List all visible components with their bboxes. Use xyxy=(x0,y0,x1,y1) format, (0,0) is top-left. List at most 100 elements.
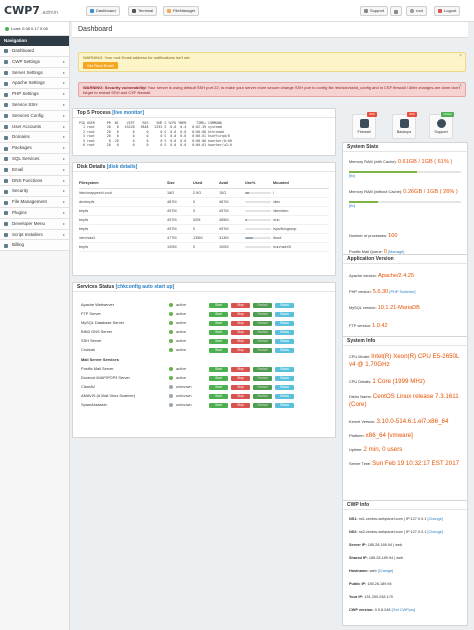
status-button[interactable]: Status xyxy=(275,302,294,308)
sidebar-item-label: Server Settings xyxy=(12,69,43,75)
fix-link[interactable]: [fix] xyxy=(349,173,356,178)
start-button[interactable]: Start xyxy=(209,366,228,372)
chkconfig-link[interactable]: [chkconfig auto start up] xyxy=(115,284,175,290)
restart-button[interactable]: Restart xyxy=(253,311,272,317)
stop-button[interactable]: Stop xyxy=(231,311,250,317)
cpu-details: CPU Details: 1 Core (1999 MHz) xyxy=(349,378,465,385)
sidebar-item-php-settings[interactable]: PHP Settings ▸ xyxy=(0,89,69,100)
sidebar-item-billing[interactable]: Billing xyxy=(0,240,69,252)
user-menu[interactable]: root xyxy=(406,6,427,16)
restart-button[interactable]: Restart xyxy=(253,402,272,408)
sidebar-item-domains[interactable]: Domains ▸ xyxy=(0,132,69,144)
restart-button[interactable]: Restart xyxy=(253,393,272,399)
support-tile[interactable]: Online Support xyxy=(429,112,454,139)
sidebar-item-apache-settings[interactable]: Apache Settings ▸ xyxy=(0,78,69,90)
sidebar-item-packages[interactable]: Packages ▸ xyxy=(0,143,69,154)
close-icon[interactable]: × xyxy=(459,83,462,89)
status-button[interactable]: Status xyxy=(275,402,294,408)
tab-filemanager[interactable]: FileManager xyxy=(163,6,200,16)
set-root-email-button[interactable]: Set Root Email xyxy=(83,62,118,69)
stop-button[interactable]: Stop xyxy=(231,384,250,390)
sidebar-item-cwp-settings[interactable]: CWP Settings ▸ xyxy=(0,56,69,68)
cwp-info-row: Shared IP: 185.28.189.94 | web xyxy=(349,556,467,561)
sidebar-item-sql-services[interactable]: SQL Services ▸ xyxy=(0,153,69,165)
status-button[interactable]: Status xyxy=(275,384,294,390)
sidebar-item-plugins[interactable]: Plugins ▸ xyxy=(0,207,69,219)
restart-button[interactable]: Restart xyxy=(253,338,272,344)
usage-bar xyxy=(245,227,271,230)
disk-details-link[interactable]: [disk details] xyxy=(106,164,138,170)
sidebar-item-security[interactable]: Security ▸ xyxy=(0,186,69,198)
stop-button[interactable]: Stop xyxy=(231,375,250,381)
sidebar-item-server-settings[interactable]: Server Settings ▸ xyxy=(0,67,69,79)
stop-button[interactable]: Stop xyxy=(231,329,250,335)
sidebar-item-dashboard[interactable]: Dashboard xyxy=(0,46,69,57)
start-button[interactable]: Start xyxy=(209,338,228,344)
sidebar-item-dns-functions[interactable]: DNS Functions ▸ xyxy=(0,175,69,187)
start-button[interactable]: Start xyxy=(209,384,228,390)
firewall-tile[interactable]: OFF Firewall xyxy=(352,112,377,139)
status-button[interactable]: Status xyxy=(275,393,294,399)
restart-button[interactable]: Restart xyxy=(253,320,272,326)
stop-button[interactable]: Stop xyxy=(231,393,250,399)
restart-button[interactable]: Restart xyxy=(253,347,272,353)
php-switcher-link[interactable]: [PHP Switcher] xyxy=(389,289,416,294)
status-button[interactable]: Status xyxy=(275,338,294,344)
start-button[interactable]: Start xyxy=(209,347,228,353)
start-button[interactable]: Start xyxy=(209,302,228,308)
stop-button[interactable]: Stop xyxy=(231,302,250,308)
status-button[interactable]: Status xyxy=(275,329,294,335)
change-link[interactable]: [Change] xyxy=(377,569,394,573)
stop-button[interactable]: Stop xyxy=(231,402,250,408)
support-button[interactable]: Support xyxy=(360,6,389,16)
restart-button[interactable]: Restart xyxy=(253,329,272,335)
backups-tile[interactable]: OFF Backups xyxy=(392,112,417,139)
cwp-info-row: Your IP: 151.250.248.179 xyxy=(349,595,467,600)
status-button[interactable]: Status xyxy=(275,366,294,372)
start-button[interactable]: Start xyxy=(209,402,228,408)
sidebar-item-file-management[interactable]: File Management ▸ xyxy=(0,197,69,208)
notifications-button[interactable] xyxy=(390,6,402,16)
stat-label: Number of processes: xyxy=(349,233,388,238)
app-logo[interactable]: CWP7.admin xyxy=(4,3,58,19)
close-icon[interactable]: × xyxy=(459,53,462,59)
stop-button[interactable]: Stop xyxy=(231,338,250,344)
live-monitor-link[interactable]: [live monitor] xyxy=(112,110,144,116)
logout-button[interactable]: Logout xyxy=(434,6,461,16)
restart-button[interactable]: Restart xyxy=(253,366,272,372)
change-link[interactable]: [Change] xyxy=(427,530,443,534)
start-button[interactable]: Start xyxy=(209,393,228,399)
fix-link[interactable]: [fix] xyxy=(349,203,356,208)
start-button[interactable]: Start xyxy=(209,375,228,381)
sidebar-item-script-installers[interactable]: Script Installers ▸ xyxy=(0,229,69,241)
panel-title: Application Version xyxy=(343,255,467,264)
start-button[interactable]: Start xyxy=(209,320,228,326)
sidebar-item-developer-menu[interactable]: Developer Menu ▸ xyxy=(0,218,69,230)
tab-terminal[interactable]: Terminal xyxy=(128,6,158,16)
status-button[interactable]: Status xyxy=(275,311,294,317)
version-label: MySQL version: xyxy=(349,305,377,310)
change-link[interactable]: [Get CWPpro] xyxy=(391,608,416,612)
disk-table: Filesystem Size Used Avail Use% Mounted … xyxy=(79,179,329,252)
start-button[interactable]: Start xyxy=(209,311,228,317)
sidebar-item-email[interactable]: Email ▸ xyxy=(0,164,69,176)
stop-button[interactable]: Stop xyxy=(231,347,250,353)
status-button[interactable]: Status xyxy=(275,347,294,353)
tab-dashboard[interactable]: Dashboard xyxy=(86,6,120,16)
restart-button[interactable]: Restart xyxy=(253,375,272,381)
change-link[interactable]: [Change] xyxy=(427,517,443,521)
status-button[interactable]: Status xyxy=(275,320,294,326)
restart-button[interactable]: Restart xyxy=(253,384,272,390)
service-status: active xyxy=(176,338,187,343)
start-button[interactable]: Start xyxy=(209,329,228,335)
restart-button[interactable]: Restart xyxy=(253,302,272,308)
sidebar-item-service-ssh[interactable]: Service SSH ▸ xyxy=(0,99,69,111)
info-value: 1 Core (1999 MHz) xyxy=(372,378,425,385)
sidebar-item-user-accounts[interactable]: User Accounts ▸ xyxy=(0,121,69,133)
status-button[interactable]: Status xyxy=(275,375,294,381)
sidebar-item-services-config[interactable]: Services Config ▸ xyxy=(0,110,69,122)
stop-button[interactable]: Stop xyxy=(231,366,250,372)
chevron-right-icon: ▸ xyxy=(62,134,65,140)
stop-button[interactable]: Stop xyxy=(231,320,250,326)
manage-link[interactable]: [Manage] xyxy=(388,249,405,254)
